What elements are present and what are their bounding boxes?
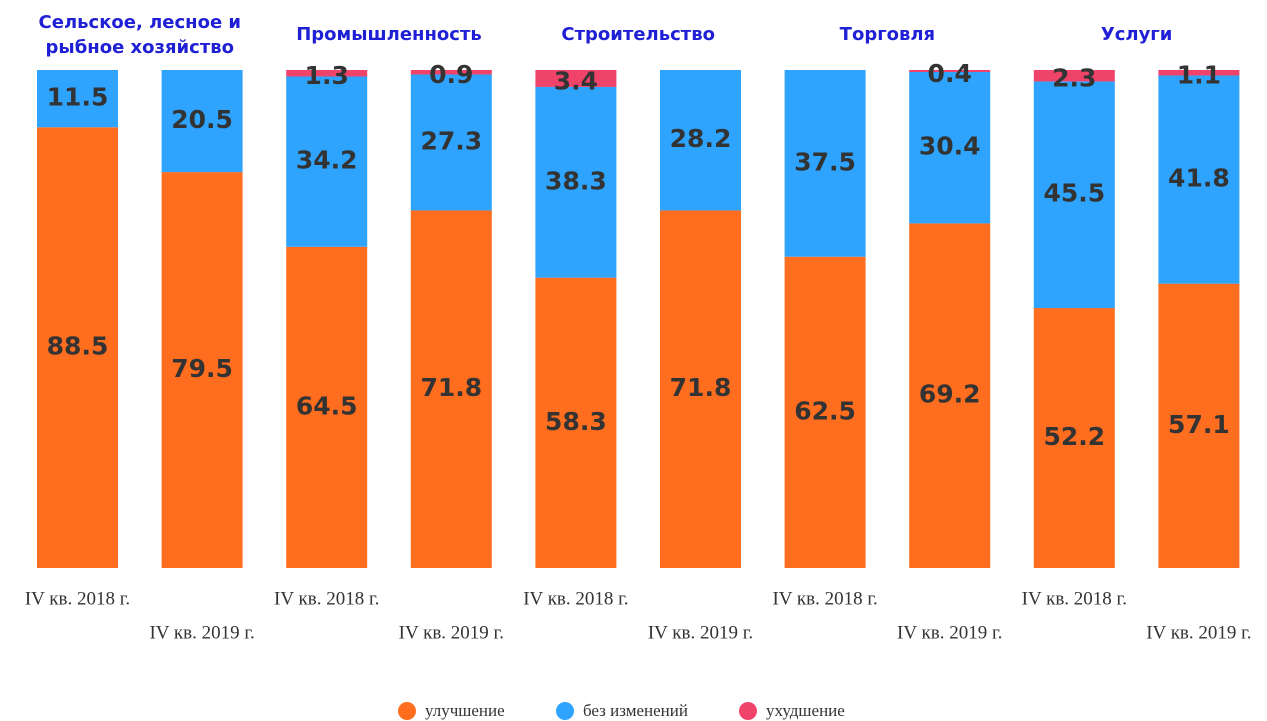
bar-segment <box>660 210 741 568</box>
data-label: 79.5 <box>171 354 233 383</box>
data-label: 38.3 <box>545 166 607 195</box>
bar-segment <box>784 70 866 257</box>
data-label: 69.2 <box>919 380 981 409</box>
data-label: 88.5 <box>47 332 109 361</box>
bar-segment <box>909 223 991 568</box>
x-tick-label: IV кв. 2018 г. <box>523 588 628 609</box>
bar-segment <box>909 70 991 72</box>
bar-segment <box>1158 283 1240 568</box>
bar-segment <box>286 246 368 569</box>
legend-marker <box>556 702 574 720</box>
data-label: 45.5 <box>1043 179 1105 208</box>
data-label: 52.2 <box>1043 422 1105 451</box>
data-label: 58.3 <box>545 407 607 436</box>
legend-label: улучшение <box>425 701 505 720</box>
data-label: 34.2 <box>296 146 358 175</box>
bar-segment <box>1033 70 1115 82</box>
bar-segment <box>410 210 492 568</box>
data-label: 71.8 <box>670 373 732 402</box>
data-label: 57.1 <box>1168 410 1230 439</box>
legend-label: ухудшение <box>766 701 845 720</box>
bar-segment <box>410 74 492 211</box>
data-label: 0.9 <box>429 60 473 89</box>
bar-segment <box>1033 308 1115 568</box>
x-tick-label: IV кв. 2019 г. <box>648 622 753 643</box>
data-label: 71.8 <box>420 373 482 402</box>
x-tick-label: IV кв. 2018 г. <box>1022 588 1127 609</box>
bar-segment <box>161 70 243 173</box>
bar-segment <box>660 70 741 211</box>
legend-marker <box>739 702 757 720</box>
bar-segment <box>37 70 118 128</box>
data-label: 3.4 <box>554 66 598 95</box>
data-label: 62.5 <box>794 396 856 425</box>
group-title: Торговля <box>839 24 936 45</box>
bar-segment <box>286 70 368 77</box>
data-label: 30.4 <box>919 132 981 161</box>
data-label: 27.3 <box>420 126 482 155</box>
legend-label: без изменений <box>583 701 688 720</box>
bar-segment <box>286 76 368 247</box>
x-tick-label: IV кв. 2019 г. <box>149 622 254 643</box>
x-tick-label: IV кв. 2018 г. <box>25 588 130 609</box>
data-label: 20.5 <box>171 105 233 134</box>
data-label: 11.5 <box>47 83 109 112</box>
x-tick-label: IV кв. 2018 г. <box>772 588 877 609</box>
group-title: Промышленность <box>296 24 482 45</box>
data-label: 2.3 <box>1052 64 1096 93</box>
bar-segment <box>784 256 866 568</box>
x-tick-label: IV кв. 2018 г. <box>274 588 379 609</box>
group-title: Сельское, лесное и рыбное хозяйство <box>38 12 242 58</box>
bar-segment <box>535 70 617 87</box>
bar-segment <box>1033 81 1115 309</box>
x-tick-label: IV кв. 2019 г. <box>897 622 1002 643</box>
data-label: 0.4 <box>928 59 972 88</box>
data-label: 41.8 <box>1168 164 1230 193</box>
data-label: 1.1 <box>1177 61 1221 90</box>
data-label: 64.5 <box>296 391 358 420</box>
bar-segment <box>410 70 492 75</box>
data-label: 37.5 <box>794 147 856 176</box>
group-title: Услуги <box>1100 24 1173 45</box>
group-title: Строительство <box>561 24 715 45</box>
bar-segment <box>535 277 617 568</box>
x-tick-label: IV кв. 2019 г. <box>399 622 504 643</box>
bar-segment <box>535 86 617 278</box>
data-label: 28.2 <box>670 124 732 153</box>
bar-segment <box>37 127 118 569</box>
x-tick-label: IV кв. 2019 г. <box>1146 622 1251 643</box>
legend-marker <box>398 702 416 720</box>
bar-segment <box>909 71 991 224</box>
bar-segment <box>1158 70 1240 76</box>
data-label: 1.3 <box>305 61 349 90</box>
bar-segment <box>1158 75 1240 284</box>
bar-segment <box>161 172 243 568</box>
